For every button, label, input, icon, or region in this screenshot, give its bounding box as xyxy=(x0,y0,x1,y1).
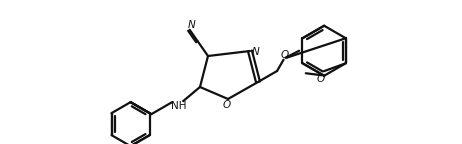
Text: NH: NH xyxy=(171,101,187,111)
Text: N: N xyxy=(188,20,195,30)
Text: N: N xyxy=(252,47,260,57)
Text: O: O xyxy=(317,74,325,84)
Text: O: O xyxy=(280,50,289,60)
Text: O: O xyxy=(223,100,231,110)
